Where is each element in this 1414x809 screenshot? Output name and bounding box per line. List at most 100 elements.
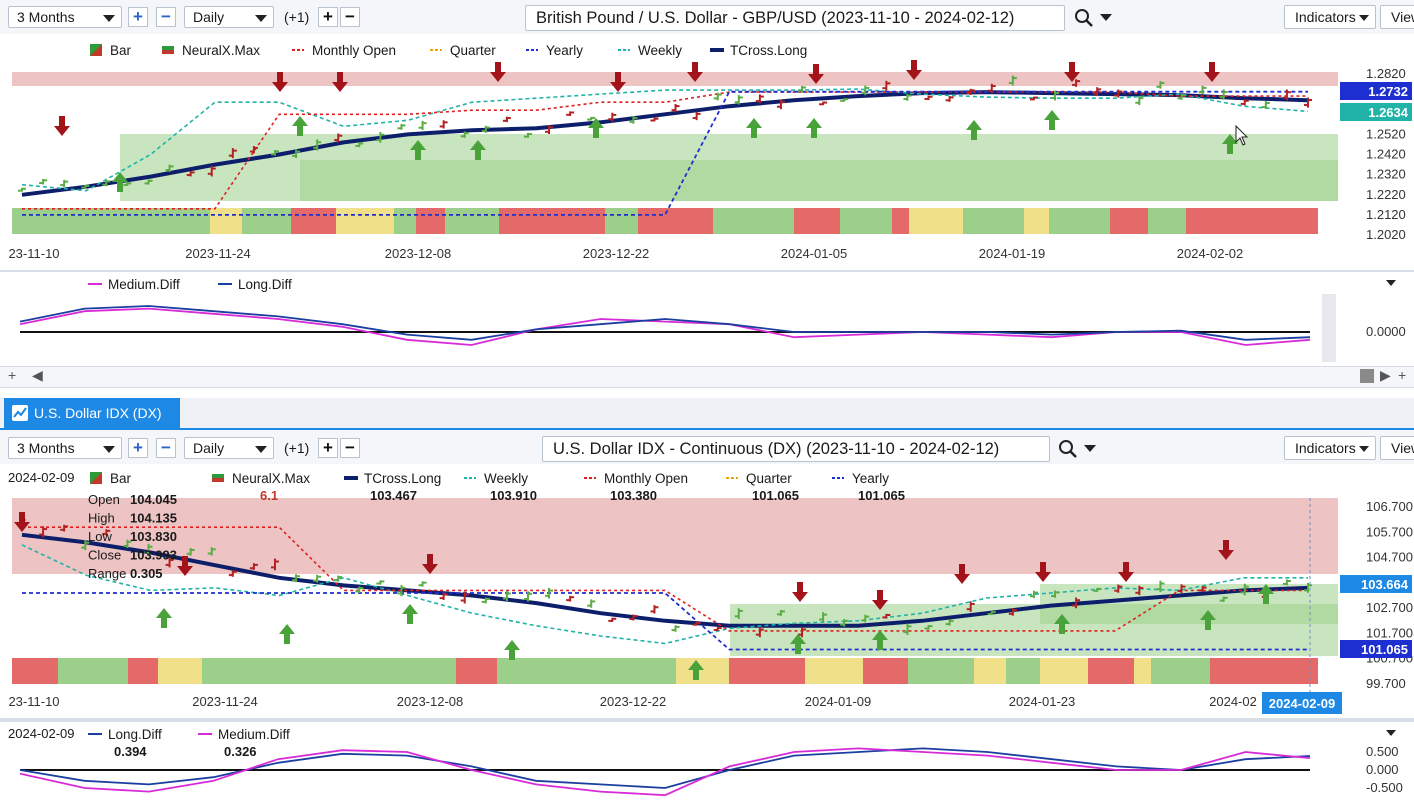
sell-signal-arrow xyxy=(906,60,922,80)
horizontal-scrollbar[interactable]: + ◀ ▶ + xyxy=(0,366,1414,388)
signal-band-segment xyxy=(909,208,963,234)
series-line-weekly xyxy=(21,88,1309,192)
search-icon[interactable] xyxy=(1058,439,1080,459)
buy-signal-arrow xyxy=(470,140,486,160)
signal-band-segment xyxy=(794,208,840,234)
legend-item-label: Quarter xyxy=(746,471,792,486)
remove-button[interactable]: − xyxy=(156,438,176,458)
legend-item-value: 6.1 xyxy=(260,488,278,503)
scroll-right-icon[interactable]: ▶ xyxy=(1380,367,1391,383)
chevron-down-icon[interactable] xyxy=(1084,445,1096,453)
x-tick-label: 2024-01-09 xyxy=(805,694,872,709)
series-line-yearly xyxy=(22,592,1308,651)
neuralx-legend-icon xyxy=(162,46,174,50)
zoom-out-button[interactable]: − xyxy=(340,7,360,27)
signal-band-segment xyxy=(58,658,77,684)
y-tick-label: 99.700 xyxy=(1366,676,1406,691)
signal-band-segment xyxy=(1103,658,1134,684)
signal-band-segment xyxy=(1088,658,1103,684)
neuralx-legend-icon xyxy=(212,474,224,478)
plus-icon[interactable]: + xyxy=(8,367,17,383)
search-icon[interactable] xyxy=(1074,8,1096,28)
signal-band-segment xyxy=(974,658,1006,684)
buy-signal-arrow xyxy=(410,140,426,160)
y-tick-label: 106.700 xyxy=(1366,499,1413,514)
signal-band-segment xyxy=(619,658,676,684)
add-button[interactable]: + xyxy=(128,438,148,458)
collapse-icon xyxy=(1386,730,1396,736)
legend-item-label: Weekly xyxy=(484,471,528,486)
signal-band-segment xyxy=(1293,208,1318,234)
tab-us-dollar-idx[interactable]: U.S. Dollar IDX (DX) xyxy=(4,398,180,428)
legend-item-value: 101.065 xyxy=(752,488,799,503)
indicators-button[interactable]: Indicators xyxy=(1284,5,1376,29)
y-tick-label: 0.500 xyxy=(1366,744,1399,759)
symbol-title[interactable]: U.S. Dollar IDX - Continuous (DX) (2023-… xyxy=(542,436,1050,462)
signal-band-segment xyxy=(547,658,602,684)
symbol-title-text: British Pound / U.S. Dollar - GBP/USD (2… xyxy=(536,9,1015,27)
sell-signal-arrow xyxy=(954,564,970,584)
resistance-zone xyxy=(12,498,1338,574)
chevron-down-icon[interactable] xyxy=(1100,14,1112,22)
crosshair-date-label: 2024-02-09 xyxy=(1269,696,1336,711)
series-line-long-diff xyxy=(19,305,1311,341)
indicators-label: Indicators xyxy=(1295,440,1356,456)
y-tick-label: -0.500 xyxy=(1366,780,1403,795)
signal-band-segment xyxy=(863,658,908,684)
legend-item-label: Monthly Open xyxy=(604,471,688,486)
signal-band-segment xyxy=(202,658,241,684)
plus-icon[interactable]: + xyxy=(1398,367,1407,383)
zoom-in-button[interactable]: + xyxy=(318,438,338,458)
sell-signal-arrow xyxy=(1204,62,1220,82)
gbpusd-diff-chart[interactable]: 0.0000 Medium.Diff Long.Diff xyxy=(0,272,1414,366)
scroll-thumb[interactable] xyxy=(1360,369,1374,383)
buy-signal-arrow xyxy=(588,118,604,138)
signal-band-segment xyxy=(602,658,619,684)
x-tick-label: 2023-12-22 xyxy=(600,694,667,709)
signal-band-segment xyxy=(676,658,729,684)
x-tick-label: 2024-01-19 xyxy=(979,246,1046,261)
signal-band-segment xyxy=(1148,208,1171,234)
crosshair-date: 2024-02-09 xyxy=(8,470,75,485)
sell-signal-arrow xyxy=(272,72,288,92)
price-label-bg xyxy=(1340,82,1412,100)
range-select[interactable]: 3 Months xyxy=(8,437,122,459)
zoom-out-button[interactable]: − xyxy=(340,438,360,458)
symbol-title[interactable]: British Pound / U.S. Dollar - GBP/USD (2… xyxy=(525,5,1065,31)
remove-button[interactable]: − xyxy=(156,7,176,27)
interval-select[interactable]: Daily xyxy=(184,6,274,28)
y-tick-label: 0.000 xyxy=(1366,762,1399,777)
dx-diff-chart[interactable]: 0.500 0.000 -0.500 2024-02-09 Long.Diff 0.394… xyxy=(0,722,1414,809)
buy-signal-arrow xyxy=(806,118,822,138)
range-select[interactable]: 3 Months xyxy=(8,6,122,28)
add-button[interactable]: + xyxy=(128,7,148,27)
y-tick-label: 104.700 xyxy=(1366,550,1413,565)
buy-signal-arrow xyxy=(966,120,982,140)
legend-item-label: Yearly xyxy=(852,471,889,486)
interval-select[interactable]: Daily xyxy=(184,437,274,459)
zoom-in-button[interactable]: + xyxy=(318,7,338,27)
signal-band-segment xyxy=(242,208,291,234)
signal-band-segment xyxy=(935,658,974,684)
signal-band-segment xyxy=(394,208,416,234)
indicators-button[interactable]: Indicators xyxy=(1284,436,1376,460)
scroll-track xyxy=(1322,294,1336,362)
dx-price-chart[interactable]: 106.700105.700104.700102.700101.700100.7… xyxy=(0,464,1414,718)
legend-item-label: NeuralX.Max xyxy=(182,43,260,58)
view-button[interactable]: View xyxy=(1380,436,1414,460)
scroll-left-icon[interactable]: ◀ xyxy=(32,367,43,383)
sell-signal-arrow xyxy=(792,582,808,602)
signal-band-segment xyxy=(374,658,427,684)
sell-signal-arrow xyxy=(872,590,888,610)
buy-signal-arrow xyxy=(279,624,295,644)
signal-band-segment xyxy=(1186,208,1248,234)
pane-divider xyxy=(0,718,1414,722)
ohlc-value: 0.305 xyxy=(130,566,163,581)
chevron-down-icon xyxy=(255,446,267,453)
view-button[interactable]: View xyxy=(1380,5,1414,29)
gbpusd-price-chart[interactable]: 1.28201.26201.25201.24201.23201.22201.21… xyxy=(0,34,1414,270)
series-line-long-diff xyxy=(19,747,1311,789)
x-tick-label: 2023-12-22 xyxy=(583,246,650,261)
bar-legend-icon xyxy=(90,44,102,56)
sell-signal-arrow xyxy=(1064,62,1080,82)
